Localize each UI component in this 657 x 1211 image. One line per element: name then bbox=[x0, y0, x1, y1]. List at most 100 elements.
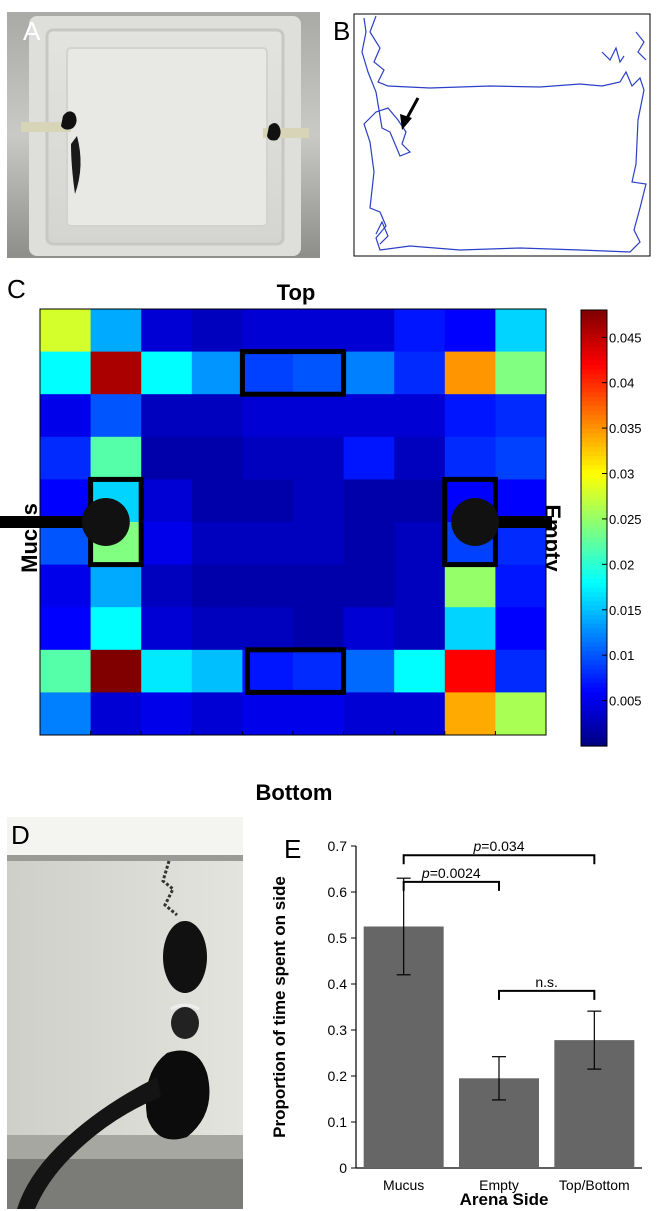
heatmap-cell bbox=[394, 436, 446, 480]
colorbar-tick-label: 0.01 bbox=[609, 648, 634, 663]
heatmap-cell bbox=[90, 607, 142, 651]
colorbar-segment bbox=[581, 487, 607, 493]
bar-category-label: Top/Bottom bbox=[559, 1177, 630, 1193]
animal-photo-illustration bbox=[7, 817, 243, 1209]
heatmap-cell bbox=[141, 649, 193, 693]
heatmap-cell bbox=[191, 607, 243, 651]
heatmap-cell bbox=[394, 649, 446, 693]
colorbar-segment bbox=[581, 441, 607, 447]
colorbar-segment bbox=[581, 609, 607, 615]
colorbar-segment bbox=[581, 532, 607, 538]
heatmap-cell bbox=[90, 564, 142, 608]
heatmap-cell bbox=[141, 436, 193, 480]
colorbar-segment bbox=[581, 387, 607, 393]
heatmap-cell bbox=[343, 394, 395, 438]
heatmap-cell bbox=[191, 564, 243, 608]
colorbar-segment bbox=[581, 741, 607, 747]
colorbar-segment bbox=[581, 310, 607, 316]
heatmap-cell bbox=[444, 649, 496, 693]
heatmap-cell bbox=[191, 436, 243, 480]
colorbar-segment bbox=[581, 605, 607, 611]
heatmap-left-label: Mucus bbox=[17, 503, 42, 573]
heatmap-cell bbox=[141, 479, 193, 523]
heatmap-cell bbox=[293, 479, 345, 523]
heatmap-cell bbox=[495, 479, 547, 523]
colorbar-segment bbox=[581, 673, 607, 679]
colorbar-segment bbox=[581, 655, 607, 661]
heatmap-cell bbox=[141, 351, 193, 395]
mucus-holder-arm bbox=[0, 516, 101, 528]
colorbar-frame bbox=[580, 309, 608, 747]
heatmap-cell bbox=[394, 522, 446, 566]
heatmap-cell bbox=[293, 309, 345, 353]
bar-y-tick-label: 0.7 bbox=[328, 838, 348, 854]
heatmap-cell bbox=[495, 522, 547, 566]
colorbar-segment bbox=[581, 437, 607, 443]
colorbar-segment bbox=[581, 700, 607, 706]
panel-a-label: A bbox=[23, 16, 41, 46]
colorbar-segment bbox=[581, 373, 607, 379]
colorbar-segment bbox=[581, 378, 607, 384]
colorbar-tick-label: 0.005 bbox=[609, 694, 642, 709]
heatmap-bottom-label: Bottom bbox=[256, 780, 333, 805]
colorbar-segment bbox=[581, 391, 607, 397]
colorbar-segment bbox=[581, 668, 607, 674]
top-center-box bbox=[239, 349, 347, 397]
colorbar-segment bbox=[581, 686, 607, 693]
heatmap-cell bbox=[242, 479, 294, 523]
colorbar-segment bbox=[581, 314, 607, 320]
colorbar-segment bbox=[581, 478, 607, 484]
heatmap-cell bbox=[141, 522, 193, 566]
heatmap-cell bbox=[444, 394, 496, 438]
colorbar-segment bbox=[581, 677, 607, 684]
heatmap-cell bbox=[343, 522, 395, 566]
colorbar-segment bbox=[581, 500, 607, 506]
colorbar-segment bbox=[581, 464, 607, 470]
colorbar-segment bbox=[581, 623, 607, 629]
heatmap-cell bbox=[242, 564, 294, 608]
heatmap-cell bbox=[141, 394, 193, 438]
significance-bracket bbox=[498, 989, 596, 1000]
heatmap-cell bbox=[40, 564, 92, 608]
heatmap-cell bbox=[444, 436, 496, 480]
colorbar-tick-label: 0.04 bbox=[609, 376, 634, 391]
colorbar-segment bbox=[581, 600, 607, 606]
colorbar-segment bbox=[581, 568, 607, 575]
heatmap-cell bbox=[394, 309, 446, 353]
heatmap-cell bbox=[191, 351, 243, 395]
significance-bracket bbox=[402, 854, 596, 865]
colorbar-segment bbox=[581, 350, 607, 357]
panel-b-label: B bbox=[333, 16, 351, 46]
heatmap-cell bbox=[495, 394, 547, 438]
heatmap-cell bbox=[242, 351, 294, 395]
heatmap-cell bbox=[90, 309, 142, 353]
heatmap-cell bbox=[242, 394, 294, 438]
heatmap-cell bbox=[394, 479, 446, 523]
heatmap-cell bbox=[495, 564, 547, 608]
colorbar-segment bbox=[581, 523, 607, 529]
heatmap-cell bbox=[242, 522, 294, 566]
arena-photo-illustration bbox=[7, 12, 320, 258]
trace-plot bbox=[353, 13, 651, 257]
heatmap-cell bbox=[343, 479, 395, 523]
colorbar-segment bbox=[581, 332, 607, 338]
colorbar-segment bbox=[581, 364, 607, 370]
heatmap-cell bbox=[343, 649, 395, 693]
colorbar-segment bbox=[581, 650, 607, 656]
heatmap-cell bbox=[293, 692, 345, 736]
panel-e-label: E bbox=[284, 834, 302, 864]
colorbar-segment bbox=[581, 382, 607, 388]
colorbar-segment bbox=[581, 369, 607, 375]
panel-d-label: D bbox=[11, 820, 30, 850]
bar-category-label: Mucus bbox=[383, 1177, 424, 1193]
heatmap-cell bbox=[293, 394, 345, 438]
heatmap-cell bbox=[343, 692, 395, 736]
colorbar-segment bbox=[581, 496, 607, 502]
heatmap-cell bbox=[343, 436, 395, 480]
heatmap-cell bbox=[40, 479, 92, 523]
heatmap-cell bbox=[495, 692, 547, 736]
heatmap-cell bbox=[444, 351, 496, 395]
colorbar-segment bbox=[581, 596, 607, 602]
colorbar-segment bbox=[581, 514, 607, 520]
heatmap-cell bbox=[293, 351, 345, 395]
